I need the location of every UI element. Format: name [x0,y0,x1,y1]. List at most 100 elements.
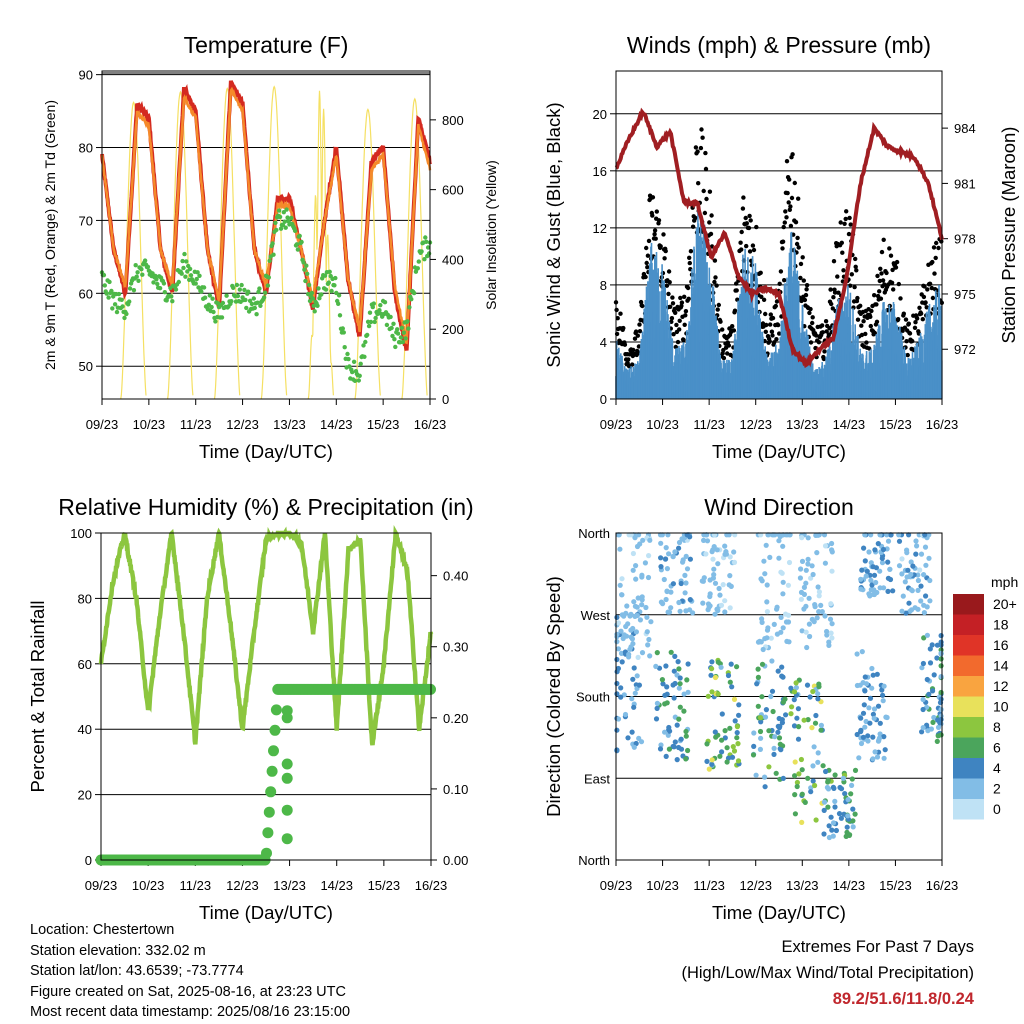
direction-dot [900,593,906,599]
direction-dot [799,791,805,797]
dewpoint-dot [119,297,124,302]
gust-dot [852,284,857,290]
dewpoint-dot [388,314,393,320]
direction-dot [795,736,802,742]
gust-dot [675,339,681,345]
gust-dot [615,316,620,321]
direction-dot [858,576,864,582]
gust-dot [674,322,679,328]
direction-dot [867,593,873,599]
gust-dot [810,320,815,326]
dewpoint-dot [280,222,286,228]
direction-dot [658,555,664,561]
dewpoint-dot [220,300,226,306]
gust-dot [663,248,668,254]
direction-dot [829,549,835,555]
direction-dot [799,558,806,565]
direction-dot [870,734,876,740]
direction-dot [899,556,905,562]
dewpoint-dot [277,214,283,220]
gust-dot [796,196,801,201]
y-tick-label-3: North [578,853,610,868]
gust-dot [690,224,696,229]
gust-dot [934,240,939,246]
gust-dot [714,283,719,288]
gust-dot [842,221,847,226]
dewpoint-dot [284,207,289,212]
chart-title-0: Temperature (F) [184,32,349,58]
gust-dot [701,188,706,194]
direction-dot [722,543,728,549]
gust-dot [808,306,813,312]
gust-dot [738,240,743,245]
direction-dot [678,736,684,742]
dewpoint-dot [274,227,279,233]
gust-dot [686,296,691,301]
direction-dot [870,756,876,762]
direction-dot [631,744,637,750]
dewpoint-dot [127,299,132,304]
direction-dot [794,715,800,721]
dewpoint-dot [162,290,167,295]
gust-dot [820,323,825,328]
direction-dot [765,625,771,631]
gust-dot [731,328,737,333]
direction-dot [658,599,665,605]
gust-dot [877,289,882,294]
direction-dot [845,797,851,803]
dewpoint-dot [406,326,411,331]
dewpoint-dot [393,344,398,350]
gust-dot [839,240,844,245]
gust-dot [777,331,782,336]
gust-dot [770,333,775,338]
gust-dot [621,325,626,331]
direction-dot [719,749,725,755]
gust-dot [887,246,892,251]
direction-dot [718,664,724,670]
direction-dot [918,598,924,604]
gust-dot [693,215,698,221]
dewpoint-dot [351,359,357,364]
direction-dot [722,728,728,734]
gust-dot [772,340,777,345]
dewpoint-dot [182,251,187,257]
y-tick-label-1: 8 [600,278,607,293]
gust-dot [922,284,927,289]
gust-dot [707,189,713,194]
direction-dot [736,712,742,718]
dewpoint-dot [256,289,261,295]
dewpoint-dot [265,283,271,288]
direction-dot [812,720,819,726]
gust-dot [932,271,937,276]
gust-dot [769,329,775,334]
dewpoint-dot [202,295,208,300]
direction-dot [859,649,865,655]
direction-dot [735,741,741,747]
gust-dot [904,339,909,344]
dewpoint-dot [295,247,301,252]
gust-dot [644,260,649,266]
gust-dot [713,275,718,280]
gust-dot [712,258,718,263]
precip-dot [261,847,272,859]
x-tick-label-0: 16/23 [414,417,447,432]
direction-dot [685,661,691,667]
y-axis-label-1: Sonic Wind & Gust (Blue, Black) [543,102,564,367]
direction-dot [687,556,694,562]
dewpoint-dot [107,279,112,285]
direction-dot [827,616,834,622]
precip-dot [281,804,293,816]
dewpoint-dot [390,333,395,339]
gust-dot [905,352,910,358]
direction-dot [874,754,881,760]
dewpoint-dot [262,290,268,295]
direction-dot [728,661,734,667]
gust-dot [677,318,682,323]
direction-dot [769,658,775,664]
gust-dot [673,310,678,315]
direction-dot [683,733,689,739]
gust-dot [671,332,676,337]
direction-dot [775,668,781,674]
direction-dot [814,550,820,556]
direction-dot [772,734,778,740]
